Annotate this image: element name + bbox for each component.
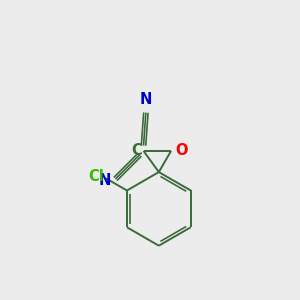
Text: N: N [99, 173, 111, 188]
Text: O: O [175, 143, 188, 158]
Text: N: N [140, 92, 152, 107]
Text: Cl: Cl [88, 169, 104, 184]
Text: C: C [131, 143, 142, 158]
